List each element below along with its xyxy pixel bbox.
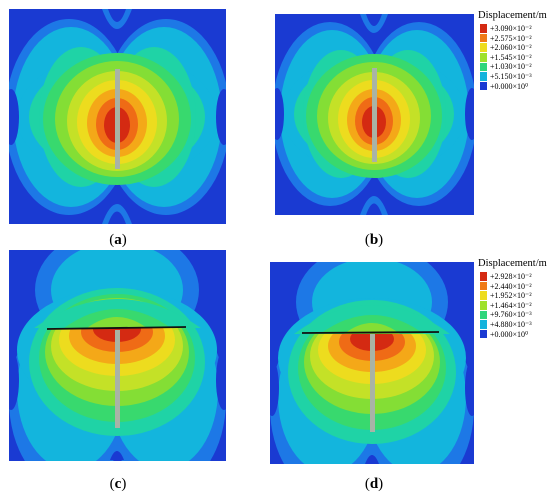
legend-top-entry: +1.545×10⁻² — [480, 53, 532, 62]
legend-top-label: +2.060×10⁻² — [490, 43, 532, 53]
legend-bottom-entry: +9.760×10⁻³ — [480, 310, 532, 319]
legend-bottom-swatch — [480, 320, 487, 329]
cap-c — [46, 326, 187, 330]
legend-top-swatch — [480, 33, 487, 43]
legend-bottom-swatch — [480, 291, 487, 300]
legend-bottom-label: +2.440×10⁻² — [490, 281, 532, 291]
legend-bottom-label: +2.928×10⁻² — [490, 272, 532, 281]
legend-top-label: +1.545×10⁻² — [490, 52, 532, 62]
legend-bottom-label: +4.880×10⁻³ — [490, 320, 532, 329]
legend-bottom-entry: +1.952×10⁻² — [480, 291, 532, 300]
contour-svg-c — [9, 250, 226, 461]
legend-bottom-swatch — [480, 301, 487, 310]
contour-svg-b — [275, 14, 474, 215]
caption-c: (c) — [109, 476, 127, 492]
legend-top-swatch — [480, 53, 487, 62]
legend-bottom-entry: +2.928×10⁻² — [480, 272, 532, 281]
legend-top-swatch — [480, 62, 487, 72]
legend-bottom-entry: +2.440×10⁻² — [480, 282, 532, 291]
contour-plot-b — [275, 14, 474, 215]
caption-a-letter: a — [114, 232, 122, 248]
legend-bottom-swatch — [480, 272, 487, 281]
contour-plot-c — [9, 250, 226, 461]
contour-svg-d — [270, 262, 474, 464]
contour-svg-a — [9, 9, 226, 224]
pile-a — [115, 69, 120, 169]
legend-bottom-entry: +0.000×10⁰ — [480, 330, 528, 339]
legend-top-swatch — [480, 72, 487, 81]
legend-bottom: Displacement/m +2.928×10⁻² +2.440×10⁻² +1.… — [476, 258, 550, 340]
legend-bottom-label: +1.952×10⁻² — [490, 291, 532, 301]
legend-top-label: +0.000×10⁰ — [490, 81, 529, 91]
legend-top-entry: +1.030×10⁻² — [480, 62, 532, 71]
legend-bottom-swatch — [480, 310, 487, 320]
legend-bottom-label: +1.464×10⁻² — [490, 300, 532, 310]
pile-d — [370, 334, 375, 432]
legend-top-label: +3.090×10⁻² — [490, 24, 532, 33]
legend-top-entry: +2.575×10⁻² — [480, 34, 532, 43]
legend-top-label: +1.030×10⁻² — [490, 62, 532, 72]
legend-top: Displacement/m +3.090×10⁻² +2.575×10⁻² +2.… — [476, 10, 550, 92]
legend-bottom-entry: +1.464×10⁻² — [480, 301, 532, 310]
legend-top-label: +5.150×10⁻³ — [490, 72, 532, 81]
caption-d: (d) — [364, 476, 384, 492]
legend-bottom-entry: +4.880×10⁻³ — [480, 320, 532, 329]
legend-bottom-swatch — [480, 281, 487, 291]
pile-b — [372, 68, 377, 162]
legend-top-swatch — [480, 24, 487, 33]
legend-top-label: +2.575×10⁻² — [490, 33, 532, 43]
contour-plot-d — [270, 262, 474, 464]
legend-top-entry: +5.150×10⁻³ — [480, 72, 532, 81]
legend-top-entry: +2.060×10⁻² — [480, 43, 532, 52]
legend-bottom-title: Displacement/m — [478, 258, 547, 269]
pile-c — [115, 330, 120, 428]
caption-b-letter: b — [369, 232, 379, 248]
legend-top-title: Displacement/m — [478, 10, 547, 21]
legend-top-entry: +0.000×10⁰ — [480, 82, 528, 91]
caption-b: (b) — [364, 232, 384, 248]
legend-bottom-label: +0.000×10⁰ — [490, 329, 529, 339]
caption-a: (a) — [109, 232, 127, 248]
cap-d — [301, 331, 440, 334]
legend-top-swatch — [480, 43, 487, 52]
legend-top-entry: +3.090×10⁻² — [480, 24, 532, 33]
legend-top-swatch — [480, 81, 487, 91]
caption-d-letter: d — [369, 476, 379, 492]
legend-bottom-label: +9.760×10⁻³ — [490, 310, 532, 320]
contour-plot-a — [9, 9, 226, 224]
legend-bottom-swatch — [480, 329, 487, 339]
caption-c-letter: c — [114, 476, 122, 492]
